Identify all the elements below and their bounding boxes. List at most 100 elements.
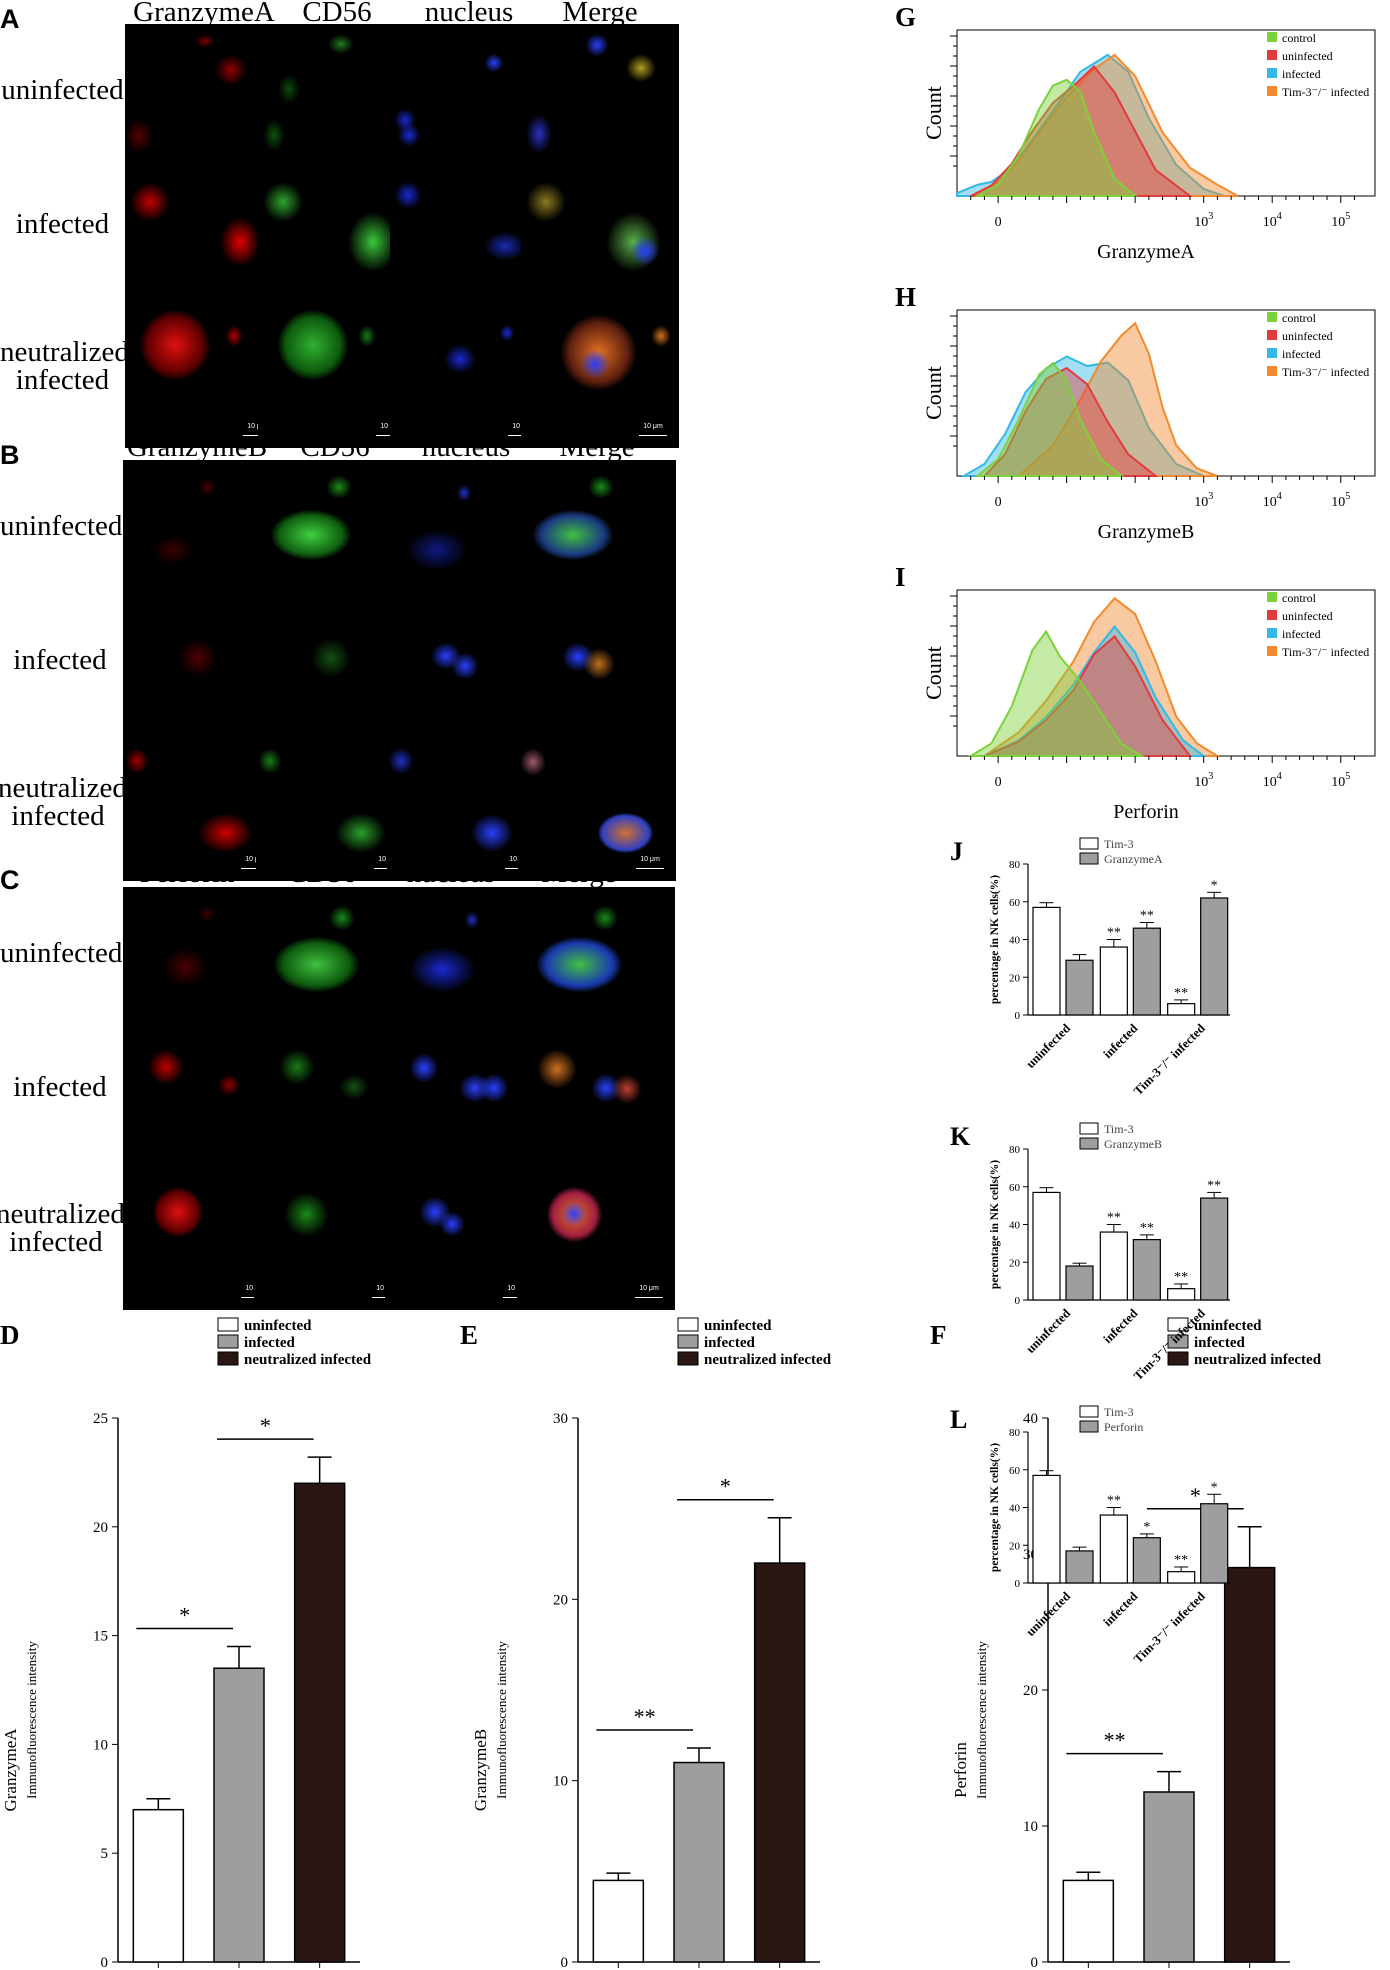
legend-swatch: [1267, 348, 1277, 358]
legend-label: uninfected: [1282, 49, 1333, 63]
chart-panel-k: K 0 20 40 60 80 percentage in NK cells(%) Tim-3…: [950, 1122, 1230, 1383]
y-tick-label: 80: [1009, 1427, 1021, 1439]
bar-tim-3: [1032, 906, 1061, 1016]
legend-label: infected: [1282, 347, 1321, 361]
legend-label: uninfected: [1282, 329, 1333, 343]
significance-marker: **: [1107, 926, 1121, 941]
micrograph-c-merge-uninfected: 10 μm: [517, 887, 675, 1045]
bar-tim-3: [1167, 1288, 1196, 1301]
y-tick-label: 10: [1023, 1819, 1038, 1835]
significance-marker: *: [260, 1413, 271, 1438]
x-tick-label: 0: [995, 215, 1002, 230]
bar-infected: [673, 1761, 725, 1963]
y-tick-label: 60: [1009, 897, 1021, 909]
panel-label: I: [895, 562, 906, 592]
legend-label: Tim-3: [1104, 1122, 1134, 1136]
y-tick-label: 0: [561, 1955, 569, 1970]
histogram-infected: [983, 624, 1207, 757]
bar-infected: [1143, 1791, 1195, 1963]
micrograph-a-granzymea-neutralized: 10 μm: [125, 290, 283, 448]
bar-granzymea: [1132, 927, 1161, 1016]
legend-swatch: [1079, 852, 1099, 865]
panel-a-row-neutralized: neutralized infected: [0, 336, 129, 396]
panel-label: J: [950, 837, 963, 866]
bar-perforin: [1132, 1537, 1161, 1584]
legend-label: infected: [244, 1335, 295, 1351]
panel-a-row-uninfected: uninfected: [1, 74, 124, 106]
significance-marker: *: [179, 1602, 190, 1627]
legend-swatch: [1267, 50, 1277, 60]
histogram-tim-3-infected: [970, 53, 1239, 197]
y-tick-label: 20: [93, 1520, 108, 1536]
legend-swatch: [1267, 610, 1277, 620]
legend-swatch: [1267, 646, 1277, 656]
significance-marker: **: [1140, 909, 1154, 924]
y-tick-label: 0: [1015, 1578, 1021, 1590]
legend-swatch: [217, 1334, 239, 1349]
significance-marker: *: [1211, 1480, 1218, 1495]
legend-label: GranzymeA: [1104, 852, 1163, 866]
significance-marker: **: [1107, 1211, 1121, 1226]
x-tick-label: infected: [1101, 1306, 1141, 1346]
panel-label: K: [950, 1122, 971, 1151]
legend-label: Tim-3: [1104, 1405, 1134, 1419]
histogram-infected: [960, 355, 1205, 477]
legend-label: control: [1282, 31, 1317, 45]
significance-marker: **: [1140, 1221, 1154, 1236]
chart-panel-h: H 0 103 104 105 GranzymeB Count control uninfect…: [895, 282, 1376, 543]
panel-b-header-granzymeb: GranzymeB: [126, 431, 268, 463]
significance-marker: *: [720, 1474, 731, 1499]
y-tick-label: 10: [553, 1774, 568, 1790]
legend-label: infected: [1194, 1335, 1245, 1351]
bar-tim-3: [1099, 1514, 1128, 1584]
micrograph-a-granzymea-infected: 10 μm: [125, 157, 283, 315]
x-axis-title: GranzymeA: [1097, 241, 1195, 263]
micrograph-a-granzymea-uninfected: 10 μm: [125, 24, 283, 182]
y-tick-label: 10: [93, 1737, 108, 1753]
panel-label: D: [0, 1320, 20, 1350]
y-tick-label: 40: [1023, 1411, 1038, 1427]
legend-label: Tim-3⁻/⁻ infected: [1282, 365, 1369, 379]
histogram-infected: [956, 53, 1225, 197]
x-tick-label: 103: [1194, 771, 1213, 790]
y-tick-label: 25: [93, 1411, 108, 1427]
x-tick-label: 0: [995, 775, 1002, 790]
x-tick-label: 103: [1194, 491, 1213, 510]
panel-c-row-neutralized: neutralized infected: [0, 1198, 125, 1258]
micrograph-b-merge-uninfected: 10 μm: [518, 460, 676, 618]
y-axis-subtitle: Immunofluorescence intensity: [494, 1641, 509, 1799]
legend-swatch: [677, 1334, 699, 1349]
x-tick-label: Tim-3⁻/⁻ infected: [1131, 1021, 1208, 1098]
y-tick-label: 15: [93, 1629, 108, 1645]
legend-label: neutralized infected: [704, 1352, 832, 1368]
histogram-uninfected: [970, 65, 1193, 197]
legend-swatch: [1267, 86, 1277, 96]
bar-neutralized-infected: [293, 1482, 346, 1963]
panel-c-header-perforin: Perforin: [139, 857, 235, 889]
panel-c-row-uninfected: uninfected: [0, 937, 123, 969]
micrograph-a-merge-uninfected: 10 μm: [521, 24, 679, 182]
legend-label: Tim-3⁻/⁻ infected: [1282, 645, 1369, 659]
legend-label: control: [1282, 591, 1317, 605]
bar-perforin: [1200, 1503, 1229, 1584]
y-axis-title: Count: [921, 86, 946, 140]
legend-swatch: [1079, 1405, 1099, 1418]
y-tick-label: 0: [1015, 1295, 1021, 1307]
y-tick-label: 60: [1009, 1465, 1021, 1477]
legend-swatch: [1267, 592, 1277, 602]
legend-swatch: [1267, 366, 1277, 376]
micrograph-b-granzymeb-neutralized: 10 μm: [123, 723, 281, 881]
panel-a-header-merge: Merge: [562, 0, 638, 28]
scale-bar: 10 μm: [241, 856, 269, 875]
significance-marker: *: [1143, 1520, 1150, 1535]
legend-label: Tim-3: [1104, 837, 1134, 851]
x-tick-label: infected: [1101, 1021, 1141, 1061]
y-tick-label: 0: [1031, 1955, 1039, 1970]
legend-label: neutralized infected: [244, 1352, 372, 1368]
legend-label: infected: [704, 1335, 755, 1351]
histogram-uninfected: [982, 366, 1159, 477]
legend-swatch: [1267, 68, 1277, 78]
